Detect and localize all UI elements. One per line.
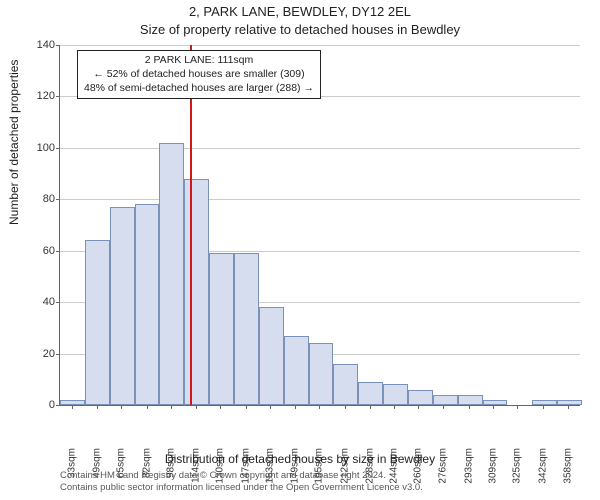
chart-title-sub: Size of property relative to detached ho… [0,22,600,37]
histogram-bar [383,384,408,405]
histogram-bar [135,204,160,405]
footer-line1: Contains HM Land Registry data © Crown c… [60,470,423,482]
x-tick-mark [418,405,419,409]
histogram-bar [159,143,184,405]
x-tick-mark [97,405,98,409]
gridline [60,199,580,200]
chart-container: 2, PARK LANE, BEWDLEY, DY12 2EL Size of … [0,0,600,500]
annotation-line2: ← 52% of detached houses are smaller (30… [84,67,314,81]
histogram-bar [85,240,110,405]
reference-line [190,45,192,405]
histogram-bar [284,336,309,405]
plot-area [60,45,580,405]
gridline [60,45,580,46]
x-tick-mark [147,405,148,409]
y-tick-label: 140 [15,39,55,51]
gridline [60,148,580,149]
annotation-line1: 2 PARK LANE: 111sqm [84,53,314,67]
y-tick-label: 0 [15,399,55,411]
x-tick-mark [394,405,395,409]
x-tick-mark [345,405,346,409]
annotation-line3: 48% of semi-detached houses are larger (… [84,81,314,95]
histogram-bar [209,253,234,405]
x-tick-mark [295,405,296,409]
x-tick-mark [493,405,494,409]
x-tick-mark [196,405,197,409]
x-tick-mark [543,405,544,409]
y-tick-label: 80 [15,193,55,205]
y-tick-label: 20 [15,348,55,360]
x-tick-mark [246,405,247,409]
y-tick-label: 60 [15,245,55,257]
y-axis-line [59,45,60,405]
x-tick-mark [517,405,518,409]
histogram-bar [184,179,209,405]
histogram-bar [408,390,433,405]
y-tick-label: 120 [15,90,55,102]
y-tick-label: 40 [15,296,55,308]
x-tick-mark [469,405,470,409]
histogram-bar [433,395,458,405]
x-tick-mark [319,405,320,409]
histogram-bar [458,395,483,405]
x-tick-mark [568,405,569,409]
x-tick-mark [171,405,172,409]
histogram-bar [358,382,383,405]
histogram-bar [234,253,259,405]
x-tick-mark [72,405,73,409]
histogram-bar [259,307,284,405]
x-tick-mark [370,405,371,409]
footer-line2: Contains public sector information licen… [60,482,423,494]
x-tick-mark [220,405,221,409]
x-tick-mark [121,405,122,409]
histogram-bar [110,207,135,405]
y-tick-label: 100 [15,142,55,154]
annotation-box: 2 PARK LANE: 111sqm ← 52% of detached ho… [77,50,321,99]
x-axis-label: Distribution of detached houses by size … [0,452,600,466]
x-tick-mark [270,405,271,409]
histogram-bar [333,364,358,405]
x-tick-mark [443,405,444,409]
footer-attribution: Contains HM Land Registry data © Crown c… [60,470,423,495]
histogram-bar [309,343,334,405]
chart-title-main: 2, PARK LANE, BEWDLEY, DY12 2EL [0,4,600,19]
